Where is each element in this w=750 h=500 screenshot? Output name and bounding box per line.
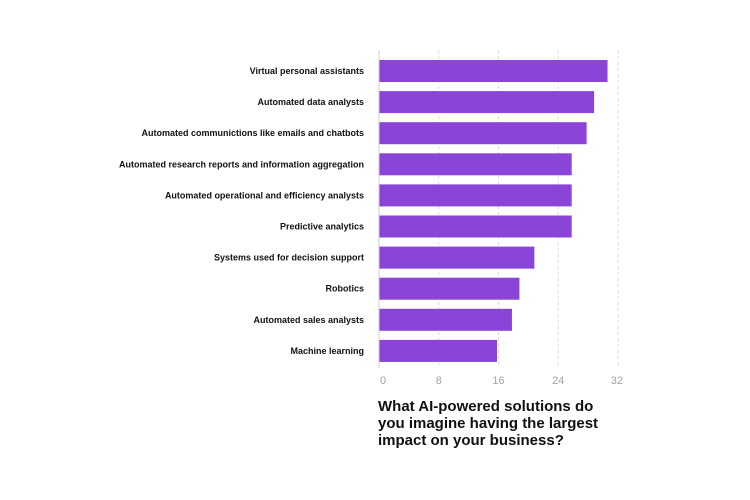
x-tick-label-0: 0 [380, 375, 386, 387]
category-label-7: Systems used for decision support [214, 253, 364, 263]
bar-10 [379, 339, 498, 362]
category-labels: Virtual personal assistants Automated dat… [119, 66, 364, 356]
x-tick-label-32: 32 [611, 375, 623, 387]
bar-2 [379, 91, 595, 114]
category-label-6: Predictive analytics [280, 222, 364, 232]
category-label-3: Automated communictions like emails and … [141, 128, 364, 138]
bar-8 [379, 277, 520, 300]
category-label-4: Automated research reports and informati… [119, 159, 364, 169]
category-label-1: Virtual personal assistants [250, 66, 364, 76]
bar-7 [379, 246, 535, 269]
x-tick-label-8: 8 [436, 375, 442, 387]
category-label-5: Automated operational and efficiency ana… [165, 190, 364, 200]
bar-5 [379, 184, 572, 207]
category-label-10: Machine learning [290, 346, 364, 356]
bar-4 [379, 153, 572, 176]
bar-9 [379, 308, 512, 331]
bars [379, 60, 608, 362]
x-tick-labels: 0 8 16 24 32 [380, 375, 623, 387]
bar-1 [379, 60, 608, 82]
category-label-2: Automated data analysts [257, 97, 364, 107]
bar-6 [379, 215, 572, 238]
bar-3 [379, 122, 587, 145]
category-label-8: Robotics [325, 284, 364, 294]
chart-title: What AI-powered solutions do you imagine… [378, 398, 599, 449]
x-tick-label-16: 16 [492, 375, 504, 387]
category-label-9: Automated sales analysts [253, 315, 364, 325]
x-tick-label-24: 24 [552, 375, 564, 387]
